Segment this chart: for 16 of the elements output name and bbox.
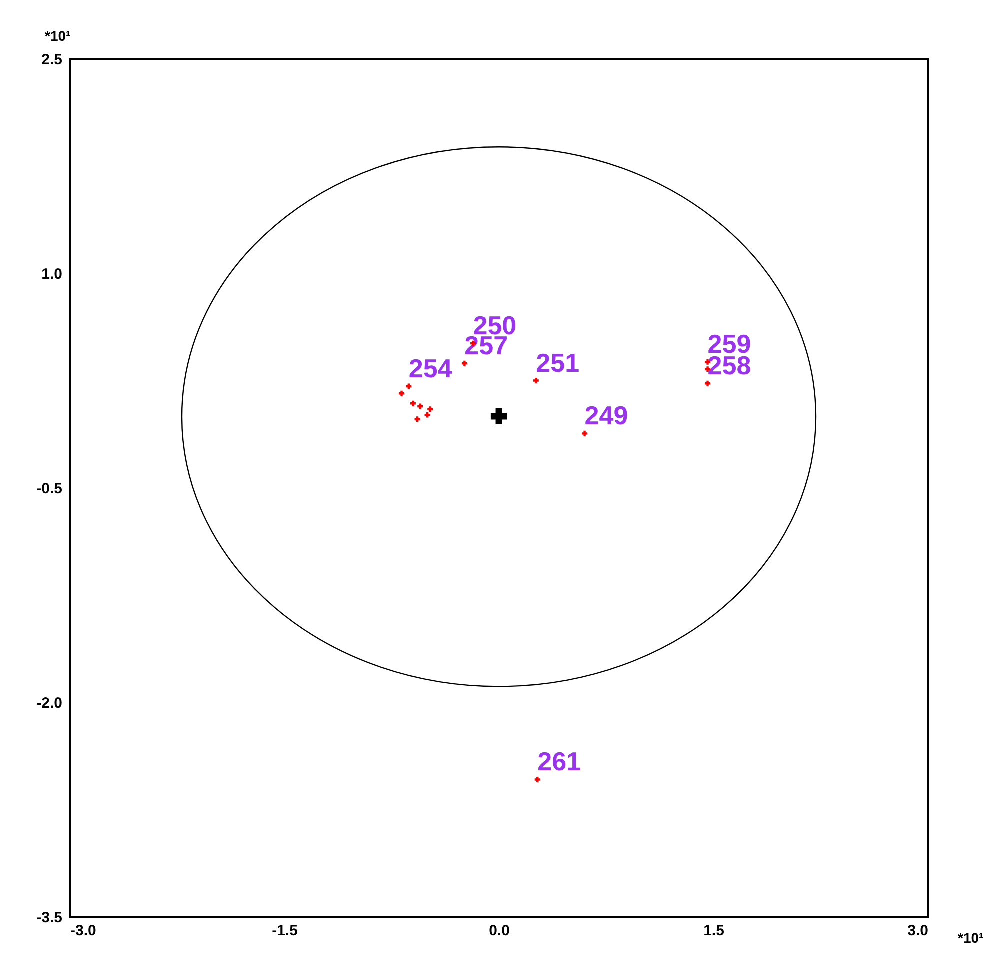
x-tick-label: 3.0 bbox=[908, 922, 928, 940]
x-tick-label: -1.5 bbox=[272, 922, 298, 940]
x-tick-label: 1.5 bbox=[704, 922, 724, 940]
y-tick-label: 1.0 bbox=[42, 266, 62, 283]
y-tick-label: -3.5 bbox=[36, 910, 62, 926]
annotation: 249 bbox=[584, 400, 628, 431]
annotation: 254 bbox=[408, 353, 453, 384]
text: *10¹ bbox=[45, 28, 72, 44]
x-tick-label: 0.0 bbox=[489, 922, 510, 940]
annotation: 251 bbox=[536, 348, 580, 378]
y-tick-label: -0.5 bbox=[36, 480, 62, 498]
y-tick-label: -2.0 bbox=[36, 695, 62, 712]
annotation: 261 bbox=[538, 746, 581, 777]
text: *10¹ bbox=[958, 930, 984, 946]
y-tick-label: 2.5 bbox=[42, 52, 62, 68]
x-tick-label: -3.0 bbox=[70, 922, 96, 940]
